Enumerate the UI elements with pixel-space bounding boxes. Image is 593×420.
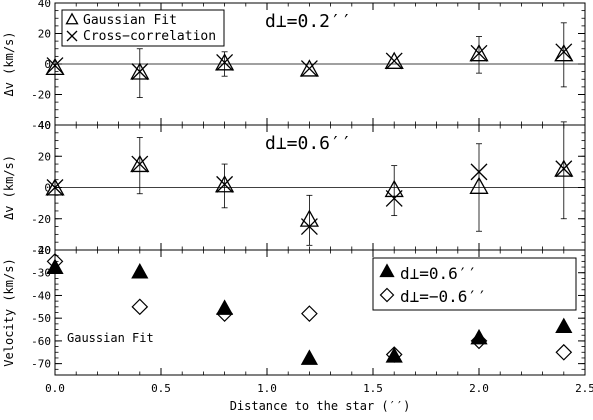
data-point-triangle bbox=[214, 175, 235, 193]
legend-marker-filled-triangle bbox=[379, 263, 395, 278]
data-point-triangle bbox=[214, 53, 235, 71]
y-tick-label: -50 bbox=[31, 312, 51, 325]
x-tick-label: 2.5 bbox=[575, 382, 593, 395]
y-tick-label: -70 bbox=[31, 358, 51, 371]
data-point-triangle bbox=[384, 51, 404, 69]
legend-marker-diamond bbox=[379, 287, 395, 303]
data-point-triangle bbox=[384, 179, 404, 198]
data-point-triangle bbox=[554, 159, 574, 177]
panel-annotation: d⊥=0.2′′ bbox=[265, 11, 352, 32]
data-point-cross bbox=[216, 175, 234, 193]
data-point-cross bbox=[555, 43, 573, 61]
data-point-diamond bbox=[216, 305, 233, 322]
data-point-diamond bbox=[385, 346, 403, 363]
legend-label: Cross−correlation bbox=[83, 29, 216, 44]
y-tick-label: -40 bbox=[31, 289, 51, 302]
data-point-filled-triangle bbox=[385, 347, 403, 363]
data-point-diamond bbox=[131, 298, 149, 316]
y-tick-label: 20 bbox=[38, 150, 51, 163]
panel-annotation: d⊥=0.6′′ bbox=[265, 133, 352, 154]
y-tick-label: -20 bbox=[31, 89, 51, 102]
data-point-filled-triangle bbox=[215, 299, 234, 315]
data-point-cross bbox=[46, 57, 64, 74]
x-tick-label: 0.0 bbox=[45, 382, 65, 395]
legend-box bbox=[61, 9, 225, 47]
y-axis-label: Δv (km/s) bbox=[2, 155, 16, 220]
y-tick-label: -60 bbox=[31, 335, 51, 348]
data-point-filled-triangle bbox=[300, 349, 319, 365]
data-point-cross bbox=[470, 44, 488, 62]
data-point-cross bbox=[470, 163, 488, 181]
legend-label: d⊥=0.6′′ bbox=[400, 264, 477, 283]
legend-box bbox=[372, 257, 577, 311]
y-tick-label: -30 bbox=[31, 267, 51, 280]
data-point-filled-triangle bbox=[555, 317, 573, 334]
data-point-cross bbox=[131, 155, 149, 173]
panel-bottom: -70 -60 -50 -40 -30 -20 Velocity (km/s) d⊥=0.6′… bbox=[2, 244, 593, 413]
data-point-cross bbox=[300, 60, 318, 78]
data-point-cross bbox=[300, 218, 318, 236]
x-tick-label: 0.5 bbox=[151, 382, 171, 395]
y-tick-label: -40 bbox=[31, 119, 51, 132]
data-point-triangle bbox=[45, 57, 65, 76]
x-tick-label: 1.0 bbox=[257, 382, 277, 395]
data-point-diamond bbox=[46, 253, 64, 270]
y-axis-label: Δv (km/s) bbox=[2, 31, 16, 96]
panel-annotation: Gaussian Fit bbox=[67, 331, 154, 345]
x-tick-label: 1.5 bbox=[363, 382, 383, 395]
y-tick-label: 20 bbox=[38, 28, 51, 41]
data-point-diamond bbox=[301, 305, 318, 322]
data-point-triangle bbox=[299, 59, 320, 77]
data-point-cross bbox=[555, 160, 573, 178]
legend-label: d⊥=−0.6′′ bbox=[400, 287, 487, 306]
y-tick-label: -40 bbox=[31, 244, 51, 257]
panel-top: -40 -20 0 20 40 Δv (km/s) Gaussian FitCross−co… bbox=[2, 0, 586, 132]
data-point-cross bbox=[216, 54, 234, 71]
data-point-triangle bbox=[469, 44, 489, 62]
legend-label: Gaussian Fit bbox=[83, 13, 177, 28]
x-axis-label: Distance to the star (′′) bbox=[230, 399, 411, 413]
x-tick-label: 2.0 bbox=[469, 382, 489, 395]
data-point-triangle bbox=[45, 178, 65, 196]
data-point-triangle bbox=[130, 154, 150, 173]
data-point-cross bbox=[131, 63, 149, 81]
y-tick-label: -20 bbox=[31, 244, 51, 257]
data-point-filled-triangle bbox=[470, 328, 488, 345]
data-point-filled-triangle bbox=[131, 263, 149, 279]
y-tick-label: 0 bbox=[44, 182, 51, 195]
data-point-diamond bbox=[555, 343, 573, 361]
y-axis-label: Velocity (km/s) bbox=[2, 258, 16, 366]
data-point-filled-triangle bbox=[46, 258, 64, 274]
data-point-cross bbox=[46, 179, 64, 196]
y-tick-label: 0 bbox=[44, 58, 51, 71]
legend-marker-triangle bbox=[65, 12, 79, 25]
data-point-triangle bbox=[130, 62, 150, 80]
data-point-cross bbox=[385, 189, 403, 207]
y-tick-label: -20 bbox=[31, 213, 51, 226]
data-point-diamond bbox=[470, 332, 488, 350]
data-point-triangle bbox=[469, 176, 489, 194]
y-tick-label: 40 bbox=[38, 0, 51, 10]
y-tick-label: 40 bbox=[38, 119, 51, 132]
legend-marker-cross bbox=[66, 30, 78, 42]
data-point-triangle bbox=[554, 44, 574, 62]
data-point-cross bbox=[385, 52, 403, 70]
